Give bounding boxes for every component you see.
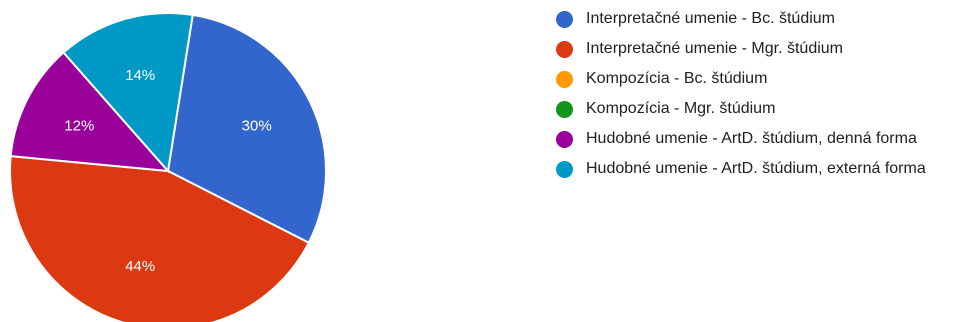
legend-item-5[interactable]: Hudobné umenie - ArtD. štúdium, denná fo… <box>556 128 956 150</box>
pie-slices <box>9 12 327 322</box>
legend-item-6[interactable]: Hudobné umenie - ArtD. štúdium, externá … <box>556 158 956 180</box>
legend-item-3[interactable]: Kompozícia - Bc. štúdium <box>556 68 956 90</box>
legend: Interpretačné umenie - Bc. štúdium Interp… <box>556 8 956 188</box>
legend-label-2: Interpretačné umenie - Mgr. štúdium <box>586 40 844 57</box>
legend-label-6: Hudobné umenie - ArtD. štúdium, externá … <box>586 160 926 177</box>
pie-slice-5[interactable] <box>9 51 171 173</box>
pie-slice-label-6: 14% <box>125 67 155 84</box>
legend-marker-3 <box>556 71 573 88</box>
legend-label-1: Interpretačné umenie - Bc. štúdium <box>586 10 836 27</box>
legend-item-4[interactable]: Kompozícia - Mgr. štúdium <box>556 98 956 120</box>
legend-marker-6 <box>556 161 573 178</box>
legend-item-2[interactable]: Interpretačné umenie - Mgr. štúdium <box>556 38 956 60</box>
pie-slice-6[interactable] <box>62 12 194 174</box>
legend-marker-5 <box>556 131 573 148</box>
legend-marker-2 <box>556 41 573 58</box>
legend-marker-1 <box>556 11 573 28</box>
legend-label-3: Kompozícia - Bc. štúdium <box>586 70 768 87</box>
legend-label-5: Hudobné umenie - ArtD. štúdium, denná fo… <box>586 130 917 147</box>
pie-chart: 30% 44% 12% 14% <box>9 12 327 322</box>
pie-slice-labels: 30% 44% 12% 14% <box>64 67 271 275</box>
legend-label-4: Kompozícia - Mgr. štúdium <box>586 100 776 117</box>
pie-slice-1[interactable] <box>166 13 327 245</box>
pie-slice-label-5: 12% <box>64 117 94 134</box>
pie-slice-label-1: 30% <box>242 117 272 134</box>
pie-slice-2[interactable] <box>9 155 311 322</box>
legend-marker-4 <box>556 101 573 118</box>
pie-slice-label-2: 44% <box>125 258 155 275</box>
legend-item-1[interactable]: Interpretačné umenie - Bc. štúdium <box>556 8 956 30</box>
